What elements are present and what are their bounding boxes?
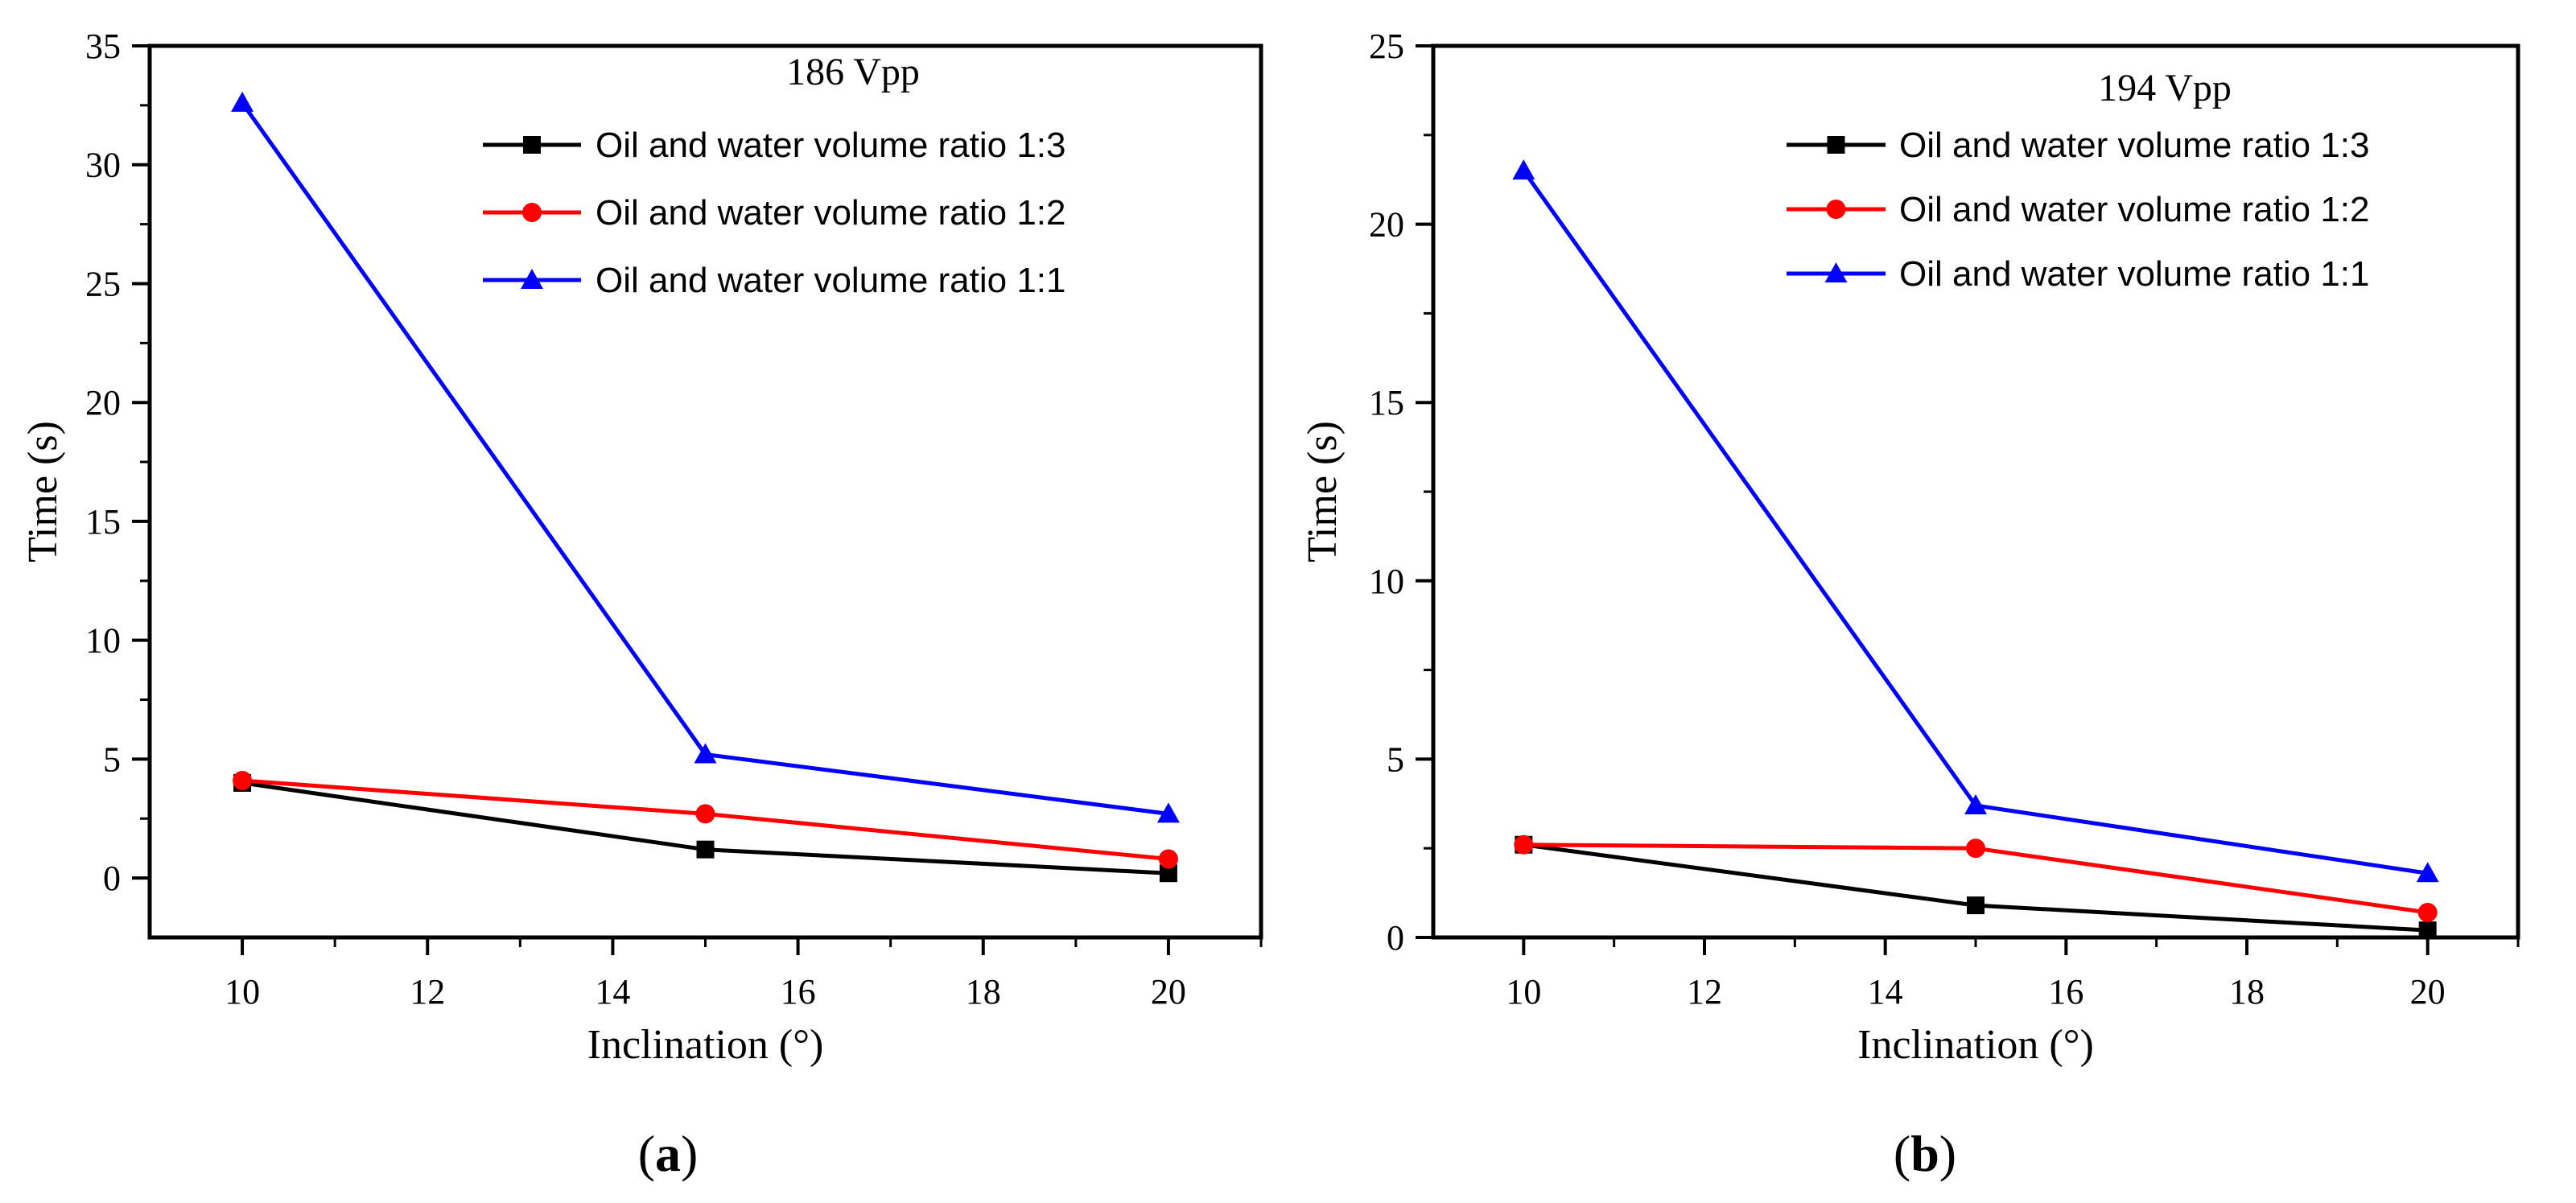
data-point-3-3 bbox=[2416, 862, 2439, 883]
data-point-1-3 bbox=[1159, 864, 1177, 883]
legend-marker-2 bbox=[1826, 200, 1846, 219]
data-point-3-3 bbox=[1156, 802, 1180, 823]
data-point-2-3 bbox=[1158, 849, 1178, 869]
x-tick-label: 20 bbox=[1151, 972, 1186, 1011]
y-tick-label: 5 bbox=[1387, 740, 1404, 779]
data-point-3-2 bbox=[1964, 794, 1987, 815]
y-tick-label: 35 bbox=[85, 27, 121, 66]
data-point-2-2 bbox=[1966, 838, 1985, 859]
legend-marker-1 bbox=[523, 136, 541, 154]
legend-marker-1 bbox=[1827, 136, 1845, 154]
legend: 186 Vpp Oil and water volume ratio 1:3 Oil… bbox=[483, 51, 1066, 300]
panel-label: (b) bbox=[1894, 1125, 1956, 1182]
y-tick-label: 10 bbox=[85, 621, 121, 661]
legend-label-3: Oil and water volume ratio 1:1 bbox=[1899, 254, 2370, 294]
legend-marker-3 bbox=[521, 269, 543, 289]
y-tick-label: 25 bbox=[85, 264, 121, 303]
x-tick-label: 18 bbox=[2229, 972, 2265, 1011]
x-tick-label: 12 bbox=[410, 972, 445, 1011]
x-axis-title: Inclination (°) bbox=[587, 1022, 824, 1068]
x-tick-label: 10 bbox=[1506, 972, 1541, 1011]
data-point-1-2 bbox=[696, 840, 715, 859]
legend-label-2: Oil and water volume ratio 1:2 bbox=[596, 193, 1066, 233]
x-tick-label: 10 bbox=[225, 972, 260, 1011]
data-point-2-1 bbox=[233, 770, 253, 790]
panel-label: (a) bbox=[638, 1125, 699, 1182]
legend-label-3: Oil and water volume ratio 1:1 bbox=[596, 261, 1066, 300]
x-tick-label: 14 bbox=[595, 972, 630, 1011]
chart-panel-b: 10 12 14 16 18 20 0 5 10 15 20 25 Inclination (°) Tim… bbox=[1300, 27, 2520, 1182]
legend-marker-2 bbox=[522, 203, 542, 222]
legend: 194 Vpp Oil and water volume ratio 1:3 Oil… bbox=[1787, 67, 2370, 294]
x-tick-label: 12 bbox=[1687, 972, 1722, 1011]
y-axis-title: Time (s) bbox=[20, 421, 66, 562]
y-tick-label: 10 bbox=[1369, 562, 1404, 601]
data-point-2-2 bbox=[695, 804, 715, 824]
x-tick-label: 18 bbox=[966, 972, 1001, 1011]
data-point-2-1 bbox=[1514, 834, 1534, 855]
x-tick-label: 14 bbox=[1868, 972, 1903, 1011]
legend-title: 194 Vpp bbox=[2098, 67, 2232, 109]
y-tick-label: 25 bbox=[1369, 27, 1404, 66]
data-point-2-3 bbox=[2417, 902, 2438, 922]
y-tick-label: 15 bbox=[85, 502, 121, 542]
y-tick-label: 20 bbox=[1369, 205, 1404, 245]
y-tick-label: 0 bbox=[103, 859, 121, 898]
legend-label-1: Oil and water volume ratio 1:3 bbox=[1899, 126, 2370, 165]
data-point-3-1 bbox=[231, 91, 254, 112]
x-tick-label: 16 bbox=[781, 972, 816, 1011]
data-point-3-2 bbox=[694, 743, 717, 764]
x-axis-title: Inclination (°) bbox=[1857, 1022, 2094, 1068]
y-tick-label: 5 bbox=[103, 740, 121, 779]
y-tick-label: 0 bbox=[1387, 918, 1404, 958]
legend-label-1: Oil and water volume ratio 1:3 bbox=[596, 126, 1066, 165]
y-tick-label: 30 bbox=[85, 146, 121, 185]
data-point-1-3 bbox=[2418, 921, 2437, 940]
y-tick-label: 15 bbox=[1369, 383, 1404, 422]
x-tick-label: 16 bbox=[2048, 972, 2083, 1011]
legend-label-2: Oil and water volume ratio 1:2 bbox=[1899, 190, 2370, 229]
chart-panel-a: 10 12 14 16 18 20 0 5 10 15 20 25 30 35 Inclination (°… bbox=[20, 27, 1263, 1182]
y-axis-title: Time (s) bbox=[1300, 421, 1346, 562]
legend-title: 186 Vpp bbox=[786, 51, 920, 93]
legend-marker-3 bbox=[1824, 262, 1848, 282]
y-tick-label: 20 bbox=[85, 383, 121, 422]
data-point-3-1 bbox=[1512, 159, 1535, 180]
data-point-1-2 bbox=[1967, 896, 1985, 915]
x-tick-label: 20 bbox=[2410, 972, 2446, 1011]
